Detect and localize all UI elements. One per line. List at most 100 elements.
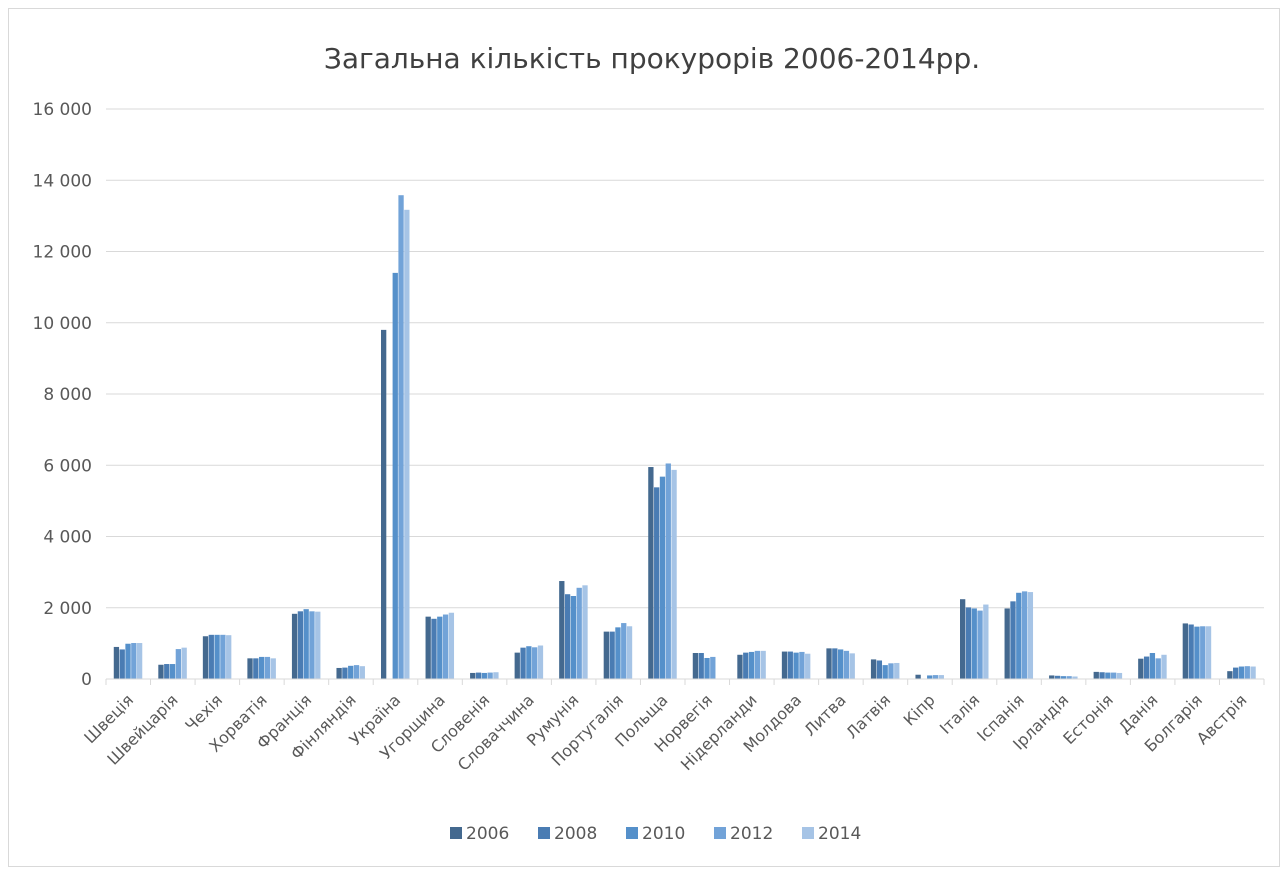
y-tick-label: 10 000 [33, 314, 92, 334]
bar-2010-1 [169, 664, 176, 679]
legend-label-2006: 2006 [466, 824, 509, 844]
bar-2014-12 [671, 469, 677, 679]
bar-2008-0 [119, 649, 125, 679]
bar-2012-16 [843, 650, 850, 679]
bar-2006-1 [158, 664, 164, 679]
bar-2014-14 [760, 650, 766, 679]
bar-2006-18 [915, 674, 921, 679]
bar-2012-13 [710, 656, 716, 679]
bar-2012-21 [1066, 676, 1072, 679]
bar-2006-5 [336, 667, 342, 679]
bar-2006-22 [1093, 671, 1099, 679]
y-tick-label: 0 [81, 670, 92, 690]
bar-2010-19 [971, 608, 977, 679]
bar-2008-5 [342, 667, 348, 679]
legend-label-2012: 2012 [730, 824, 773, 844]
bar-2012-11 [621, 623, 627, 679]
bar-2014-1 [181, 647, 187, 679]
y-tick-label: 4 000 [43, 528, 92, 548]
bar-2006-16 [826, 648, 832, 679]
bar-2008-1 [164, 664, 170, 679]
bar-2014-7 [448, 612, 455, 679]
bar-2012-7 [442, 614, 449, 679]
bar-2010-8 [481, 672, 487, 679]
bar-2010-12 [659, 476, 666, 679]
bar-2006-9 [514, 652, 520, 679]
bar-2006-23 [1138, 658, 1144, 679]
legend: 2006 2008 2010 2012 2014 [450, 824, 861, 844]
bar-2012-2 [220, 634, 226, 679]
bar-2010-13 [704, 657, 710, 679]
legend-swatch-2012 [714, 827, 726, 839]
bar-2008-12 [654, 487, 660, 679]
bar-2006-14 [737, 654, 743, 679]
bar-2014-18 [938, 675, 944, 679]
bar-2008-3 [253, 658, 259, 679]
bar-2014-2 [226, 635, 232, 679]
bar-2010-0 [125, 643, 131, 679]
bar-2014-4 [315, 611, 321, 679]
bar-2012-4 [309, 611, 315, 679]
y-tick-label: 16 000 [33, 100, 92, 120]
bar-2008-19 [965, 607, 972, 679]
bar-2006-12 [648, 467, 654, 679]
bar-2006-11 [603, 631, 609, 679]
legend-swatch-2014 [802, 827, 814, 839]
bar-2006-4 [291, 613, 298, 679]
y-tick-label: 6 000 [43, 456, 92, 476]
bars [113, 195, 1256, 679]
bar-2014-16 [849, 653, 855, 679]
bar-2008-11 [609, 631, 615, 679]
bar-2010-10 [570, 595, 577, 679]
bar-2008-23 [1143, 656, 1150, 679]
bar-2010-4 [303, 609, 309, 679]
gridlines [106, 108, 1264, 680]
bar-2012-8 [487, 672, 493, 679]
bar-2006-20 [1004, 608, 1010, 679]
bar-2010-14 [748, 651, 755, 679]
bar-2006-19 [960, 599, 966, 679]
x-tick-label: Кіпр [900, 690, 939, 729]
bar-2006-21 [1049, 675, 1055, 679]
bar-2010-22 [1105, 672, 1111, 679]
bar-2010-7 [437, 616, 443, 679]
x-tick-label: Литва [800, 690, 849, 739]
bar-2012-25 [1244, 666, 1250, 679]
bar-2006-0 [113, 646, 120, 679]
legend-label-2008: 2008 [554, 824, 597, 844]
bar-2014-23 [1161, 654, 1167, 679]
bar-2010-15 [793, 652, 799, 679]
legend-swatch-2008 [538, 827, 550, 839]
bar-2010-17 [882, 665, 888, 679]
bar-2012-6 [398, 195, 404, 679]
bar-2014-8 [493, 672, 499, 679]
y-tick-label: 12 000 [33, 243, 92, 263]
legend-swatch-2006 [450, 827, 462, 839]
bar-2014-11 [626, 626, 633, 679]
bar-2014-25 [1250, 666, 1256, 679]
bar-2012-12 [665, 463, 671, 679]
bar-2006-15 [781, 651, 788, 679]
bar-2008-21 [1054, 675, 1061, 679]
chart-area [8, 8, 1280, 867]
bar-2012-22 [1111, 672, 1117, 679]
bar-2012-18 [932, 675, 939, 679]
bar-2008-7 [431, 618, 437, 679]
x-tick-label: Естонія [1059, 690, 1117, 748]
bar-2014-24 [1205, 626, 1212, 679]
y-tick-label: 8 000 [43, 385, 92, 405]
legend-label-2010: 2010 [642, 824, 685, 844]
bar-2006-8 [470, 672, 476, 679]
y-axis: 0 2 000 4 000 6 000 8 000 10 000 12 000 14 000 1… [33, 100, 92, 690]
bar-2008-8 [475, 672, 482, 679]
bar-2012-17 [888, 663, 894, 679]
bar-2006-6 [381, 329, 387, 679]
bar-2012-9 [532, 647, 538, 679]
x-tick-label: Латвія [842, 690, 894, 742]
bar-2010-6 [392, 272, 398, 679]
bar-2008-14 [743, 652, 749, 679]
bar-2006-7 [425, 616, 431, 679]
bar-2012-14 [754, 650, 761, 679]
